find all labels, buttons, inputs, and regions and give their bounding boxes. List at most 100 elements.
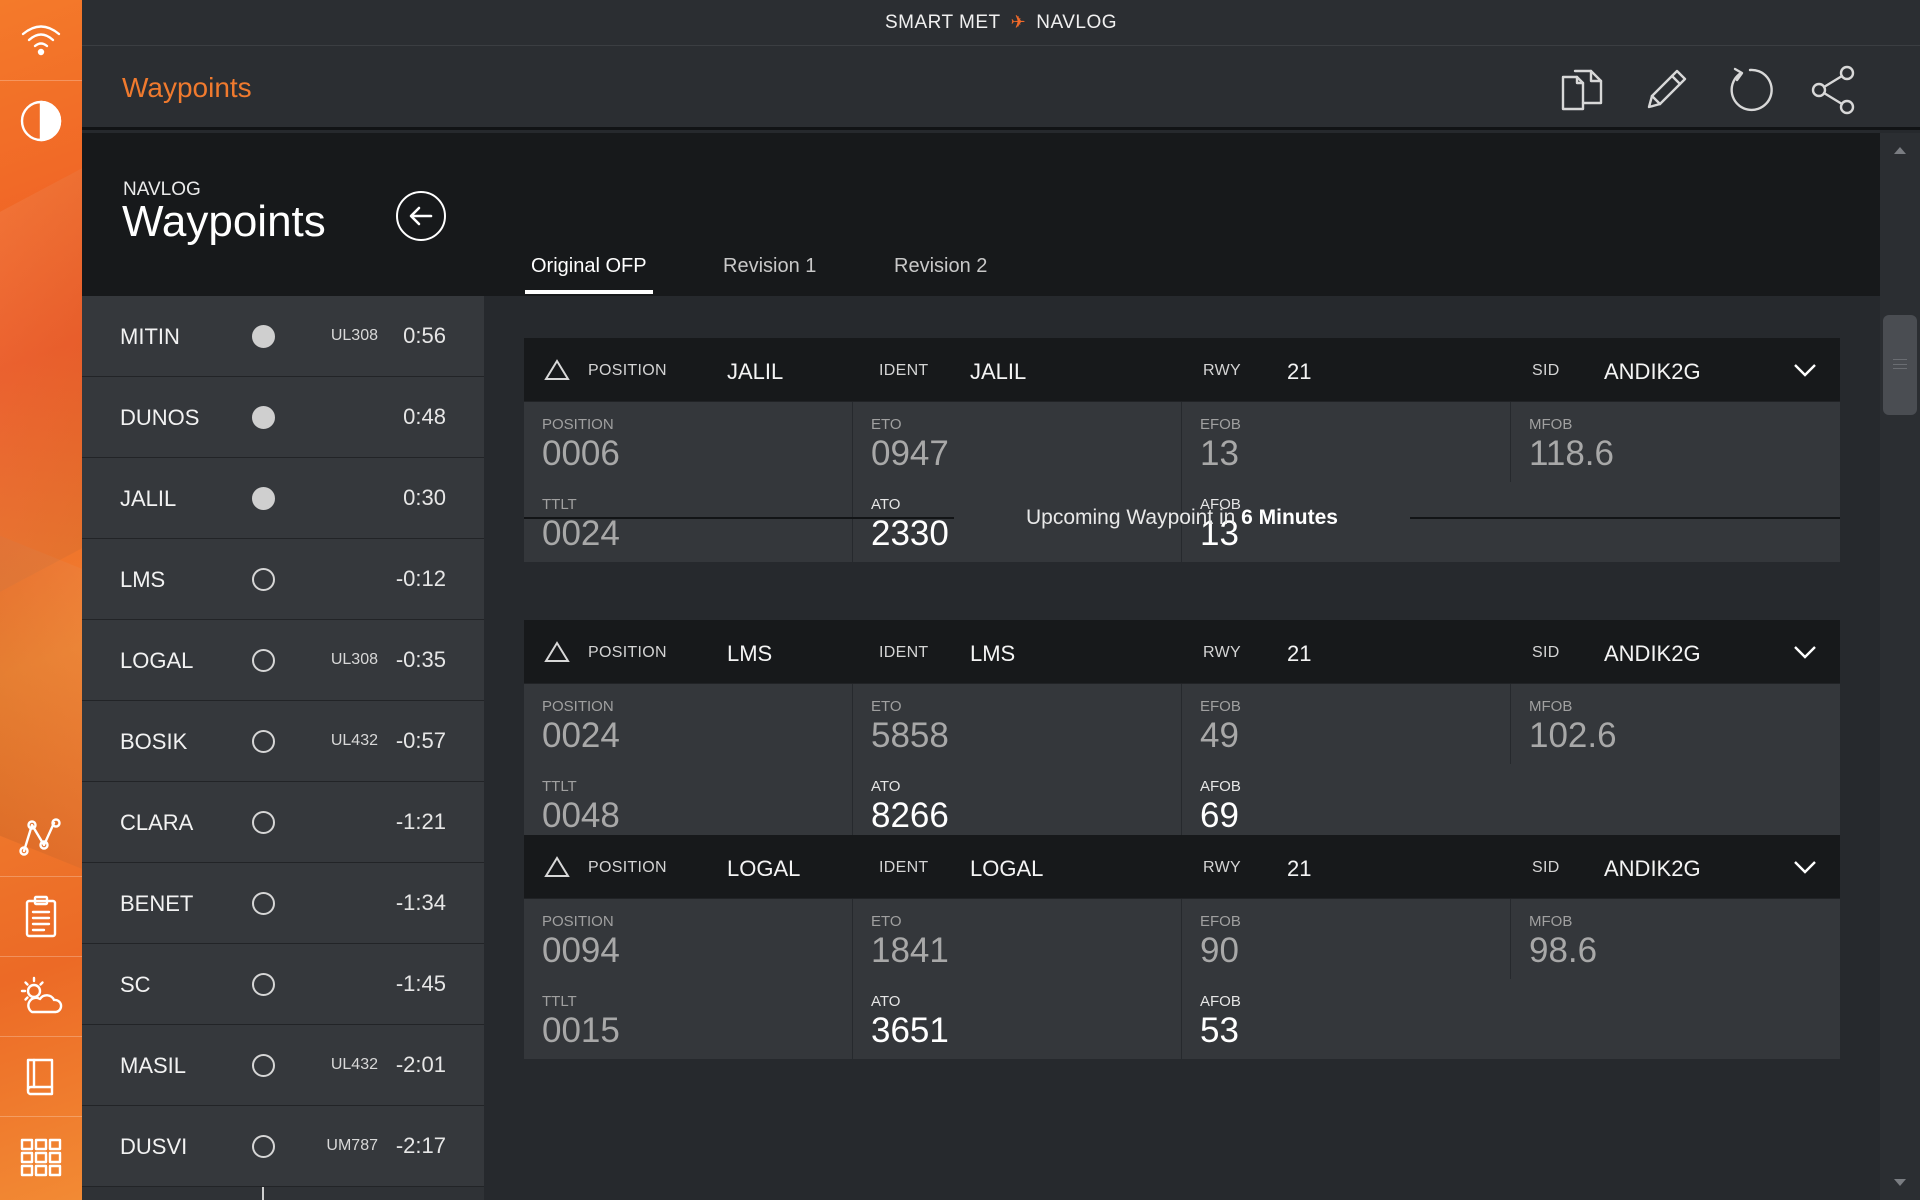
waypoint-row[interactable]: BOSIK UL432 -0:57	[82, 701, 484, 782]
library-button[interactable]	[0, 1036, 82, 1116]
field-label: EFOB	[1200, 913, 1241, 930]
field-label: POSITION	[542, 698, 614, 715]
field-label: EFOB	[1200, 698, 1241, 715]
field-value: 5858	[871, 716, 949, 755]
waypoint-row[interactable]: DUNOS 0:48	[82, 377, 484, 458]
warning-triangle-icon	[544, 358, 570, 388]
upcoming-text: Upcoming Waypoint in 6 Minutes	[954, 506, 1410, 530]
ato-cell[interactable]: ATO 8266	[853, 764, 1182, 844]
app-title-right: NAVLOG	[1036, 11, 1118, 33]
grip-icon	[1893, 359, 1907, 369]
waypoint-row[interactable]: DUSVI UM787 -2:17	[82, 1106, 484, 1187]
chevron-down-icon[interactable]	[1792, 855, 1818, 885]
share-button[interactable]	[1804, 60, 1864, 120]
route-icon	[19, 818, 61, 856]
mfob-cell: MFOB 98.6	[1511, 899, 1840, 979]
back-button[interactable]	[396, 191, 446, 241]
waypoint-row[interactable]: SC -1:45	[82, 944, 484, 1025]
waypoint-row[interactable]: JALIL 0:30	[82, 458, 484, 539]
card-row-actuals: TTLT 0015 ATO 3651 AFOB 53	[524, 978, 1840, 1059]
sid-label: SID	[1532, 859, 1560, 876]
field-label: TTLT	[542, 993, 577, 1010]
afob-cell[interactable]: AFOB 13	[1182, 482, 1840, 562]
checklist-button[interactable]	[0, 876, 82, 956]
contrast-button[interactable]	[0, 80, 82, 160]
tab-revision-2[interactable]: Revision 2	[894, 255, 988, 277]
waypoint-row[interactable]: CLARA -1:21	[82, 782, 484, 863]
waypoint-route: UL308	[330, 327, 378, 344]
position-value: JALIL	[727, 359, 784, 384]
waypoint-marker	[252, 487, 275, 510]
eto-cell: ETO 5858	[853, 684, 1182, 764]
scroll-up-arrow[interactable]	[1894, 147, 1906, 154]
afob-cell[interactable]: AFOB 69	[1182, 764, 1840, 844]
card-header[interactable]: POSITION JALIL IDENT JALIL RWY 21 SID ANDIK2G	[524, 338, 1840, 401]
ident-label: IDENT	[879, 859, 929, 876]
position-value: LOGAL	[727, 856, 801, 881]
scrollbar[interactable]	[1880, 133, 1920, 1200]
route-button[interactable]	[0, 796, 82, 876]
ident-label: IDENT	[879, 644, 929, 661]
field-value: 0094	[542, 931, 620, 970]
waypoint-row[interactable]: BENET -1:34	[82, 863, 484, 944]
waypoint-row[interactable]: MASIL UL432 -2:01	[82, 1025, 484, 1106]
field-label: TTLT	[542, 778, 577, 795]
waypoint-row[interactable]: MITIN UL308 0:56	[82, 296, 484, 377]
tab-revision-1[interactable]: Revision 1	[723, 255, 817, 277]
ato-cell[interactable]: ATO 3651	[853, 979, 1182, 1059]
refresh-icon	[1730, 67, 1773, 112]
sid-value: ANDIK2G	[1604, 856, 1701, 881]
field-label: EFOB	[1200, 416, 1241, 433]
afob-cell[interactable]: AFOB 53	[1182, 979, 1840, 1059]
waypoint-name: BOSIK	[120, 729, 188, 754]
weather-button[interactable]	[0, 956, 82, 1036]
apps-button[interactable]	[0, 1116, 82, 1196]
waypoint-row[interactable]: LMS -0:12	[82, 539, 484, 620]
waypoint-list: MITIN UL308 0:56 DUNOS 0:48 JALIL 0:30 LMS -0:12…	[82, 296, 484, 1200]
waypoint-name: DUSVI	[120, 1134, 188, 1159]
mfob-cell: MFOB 102.6	[1511, 684, 1840, 764]
waypoint-card: POSITION JALIL IDENT JALIL RWY 21 SID ANDIK2G PO…	[524, 338, 1840, 562]
field-value: 0024	[542, 716, 620, 755]
app-title-left: SMART MET	[884, 11, 1001, 33]
wifi-button[interactable]	[0, 0, 82, 80]
scroll-down-arrow[interactable]	[1894, 1179, 1906, 1186]
field-label: ATO	[871, 778, 901, 795]
waypoint-marker	[252, 1135, 275, 1158]
field-value: 53	[1200, 1011, 1239, 1050]
waypoint-time: -0:57	[395, 728, 446, 753]
waypoint-time: -0:35	[395, 647, 446, 672]
waypoint-route: UL308	[330, 651, 378, 668]
ttlt-cell: TTLT 0048	[524, 764, 853, 844]
field-value: 118.6	[1529, 434, 1614, 473]
copy-button[interactable]	[1552, 60, 1612, 120]
ident-value: JALIL	[970, 359, 1027, 384]
chevron-down-icon[interactable]	[1792, 358, 1818, 388]
waypoint-row[interactable]: LOGAL UL308 -0:35	[82, 620, 484, 701]
card-row-estimates: POSITION 0024 ETO 5858 EFOB 49 MFOB 102.6	[524, 683, 1840, 764]
field-label: ETO	[871, 913, 902, 930]
waypoint-name: LOGAL	[120, 648, 194, 673]
card-header[interactable]: POSITION LMS IDENT LMS RWY 21 SID ANDIK2G	[524, 620, 1840, 683]
waypoint-marker	[252, 973, 275, 996]
card-row-estimates: POSITION 0006 ETO 0947 EFOB 13 MFOB 118.6	[524, 401, 1840, 482]
rwy-value: 21	[1287, 359, 1312, 384]
ato-cell[interactable]: ATO 2330	[853, 482, 1182, 562]
scroll-thumb[interactable]	[1883, 315, 1917, 415]
chevron-down-icon[interactable]	[1792, 640, 1818, 670]
position-cell: POSITION 0094	[524, 899, 853, 979]
sid-value: ANDIK2G	[1604, 641, 1701, 666]
tab-original-ofp[interactable]: Original OFP	[525, 255, 653, 294]
upcoming-prefix: Upcoming Waypoint in	[1025, 506, 1242, 529]
refresh-button[interactable]	[1720, 60, 1780, 120]
efob-cell: EFOB 13	[1182, 402, 1511, 482]
waypoint-name: CLARA	[120, 810, 194, 835]
upcoming-waypoint-banner: Upcoming Waypoint in 6 Minutes	[524, 498, 1840, 538]
card-header[interactable]: POSITION LOGAL IDENT LOGAL RWY 21 SID ANDIK2G	[524, 835, 1840, 898]
edit-button[interactable]	[1636, 60, 1696, 120]
page-header: Waypoints	[82, 46, 1920, 130]
waypoint-time: -2:17	[395, 1133, 446, 1158]
left-nav-rail	[0, 0, 82, 1200]
field-value: 0006	[542, 434, 620, 473]
waypoint-time: -1:45	[395, 971, 446, 996]
